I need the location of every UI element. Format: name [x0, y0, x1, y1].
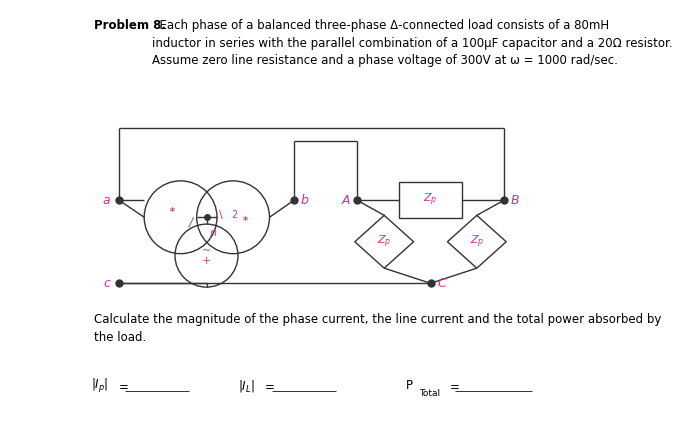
Text: B: B — [511, 194, 519, 207]
Text: $Z_p$: $Z_p$ — [424, 192, 438, 208]
Text: *: * — [169, 207, 175, 217]
Text: /: / — [189, 215, 193, 228]
Bar — [399, 182, 462, 218]
Text: ~: ~ — [202, 246, 211, 256]
Text: $=$: $=$ — [116, 379, 128, 392]
Text: c: c — [104, 277, 111, 290]
Text: $=$: $=$ — [262, 379, 275, 392]
Text: $|I_p|$: $|I_p|$ — [91, 377, 108, 394]
Text: $=$: $=$ — [447, 379, 459, 392]
Text: \: \ — [218, 210, 223, 220]
Text: $|I_L|$: $|I_L|$ — [238, 377, 255, 394]
Text: $Z_p$: $Z_p$ — [470, 233, 484, 250]
Text: a: a — [103, 194, 111, 207]
Text: P: P — [406, 379, 413, 392]
Text: b: b — [301, 194, 309, 207]
Text: +: + — [202, 256, 211, 266]
Text: Each phase of a balanced three-phase Δ-connected load consists of a 80mH
inducto: Each phase of a balanced three-phase Δ-c… — [152, 19, 673, 67]
Text: n: n — [210, 228, 217, 238]
Text: 2: 2 — [232, 210, 237, 220]
Text: Total: Total — [419, 389, 440, 398]
Text: Calculate the magnitude of the phase current, the line current and the total pow: Calculate the magnitude of the phase cur… — [94, 313, 662, 344]
Text: Problem 8.: Problem 8. — [94, 19, 167, 32]
Text: $Z_p$: $Z_p$ — [377, 233, 391, 250]
Text: *: * — [243, 216, 248, 226]
Text: A: A — [342, 194, 350, 207]
Text: C: C — [438, 277, 447, 290]
